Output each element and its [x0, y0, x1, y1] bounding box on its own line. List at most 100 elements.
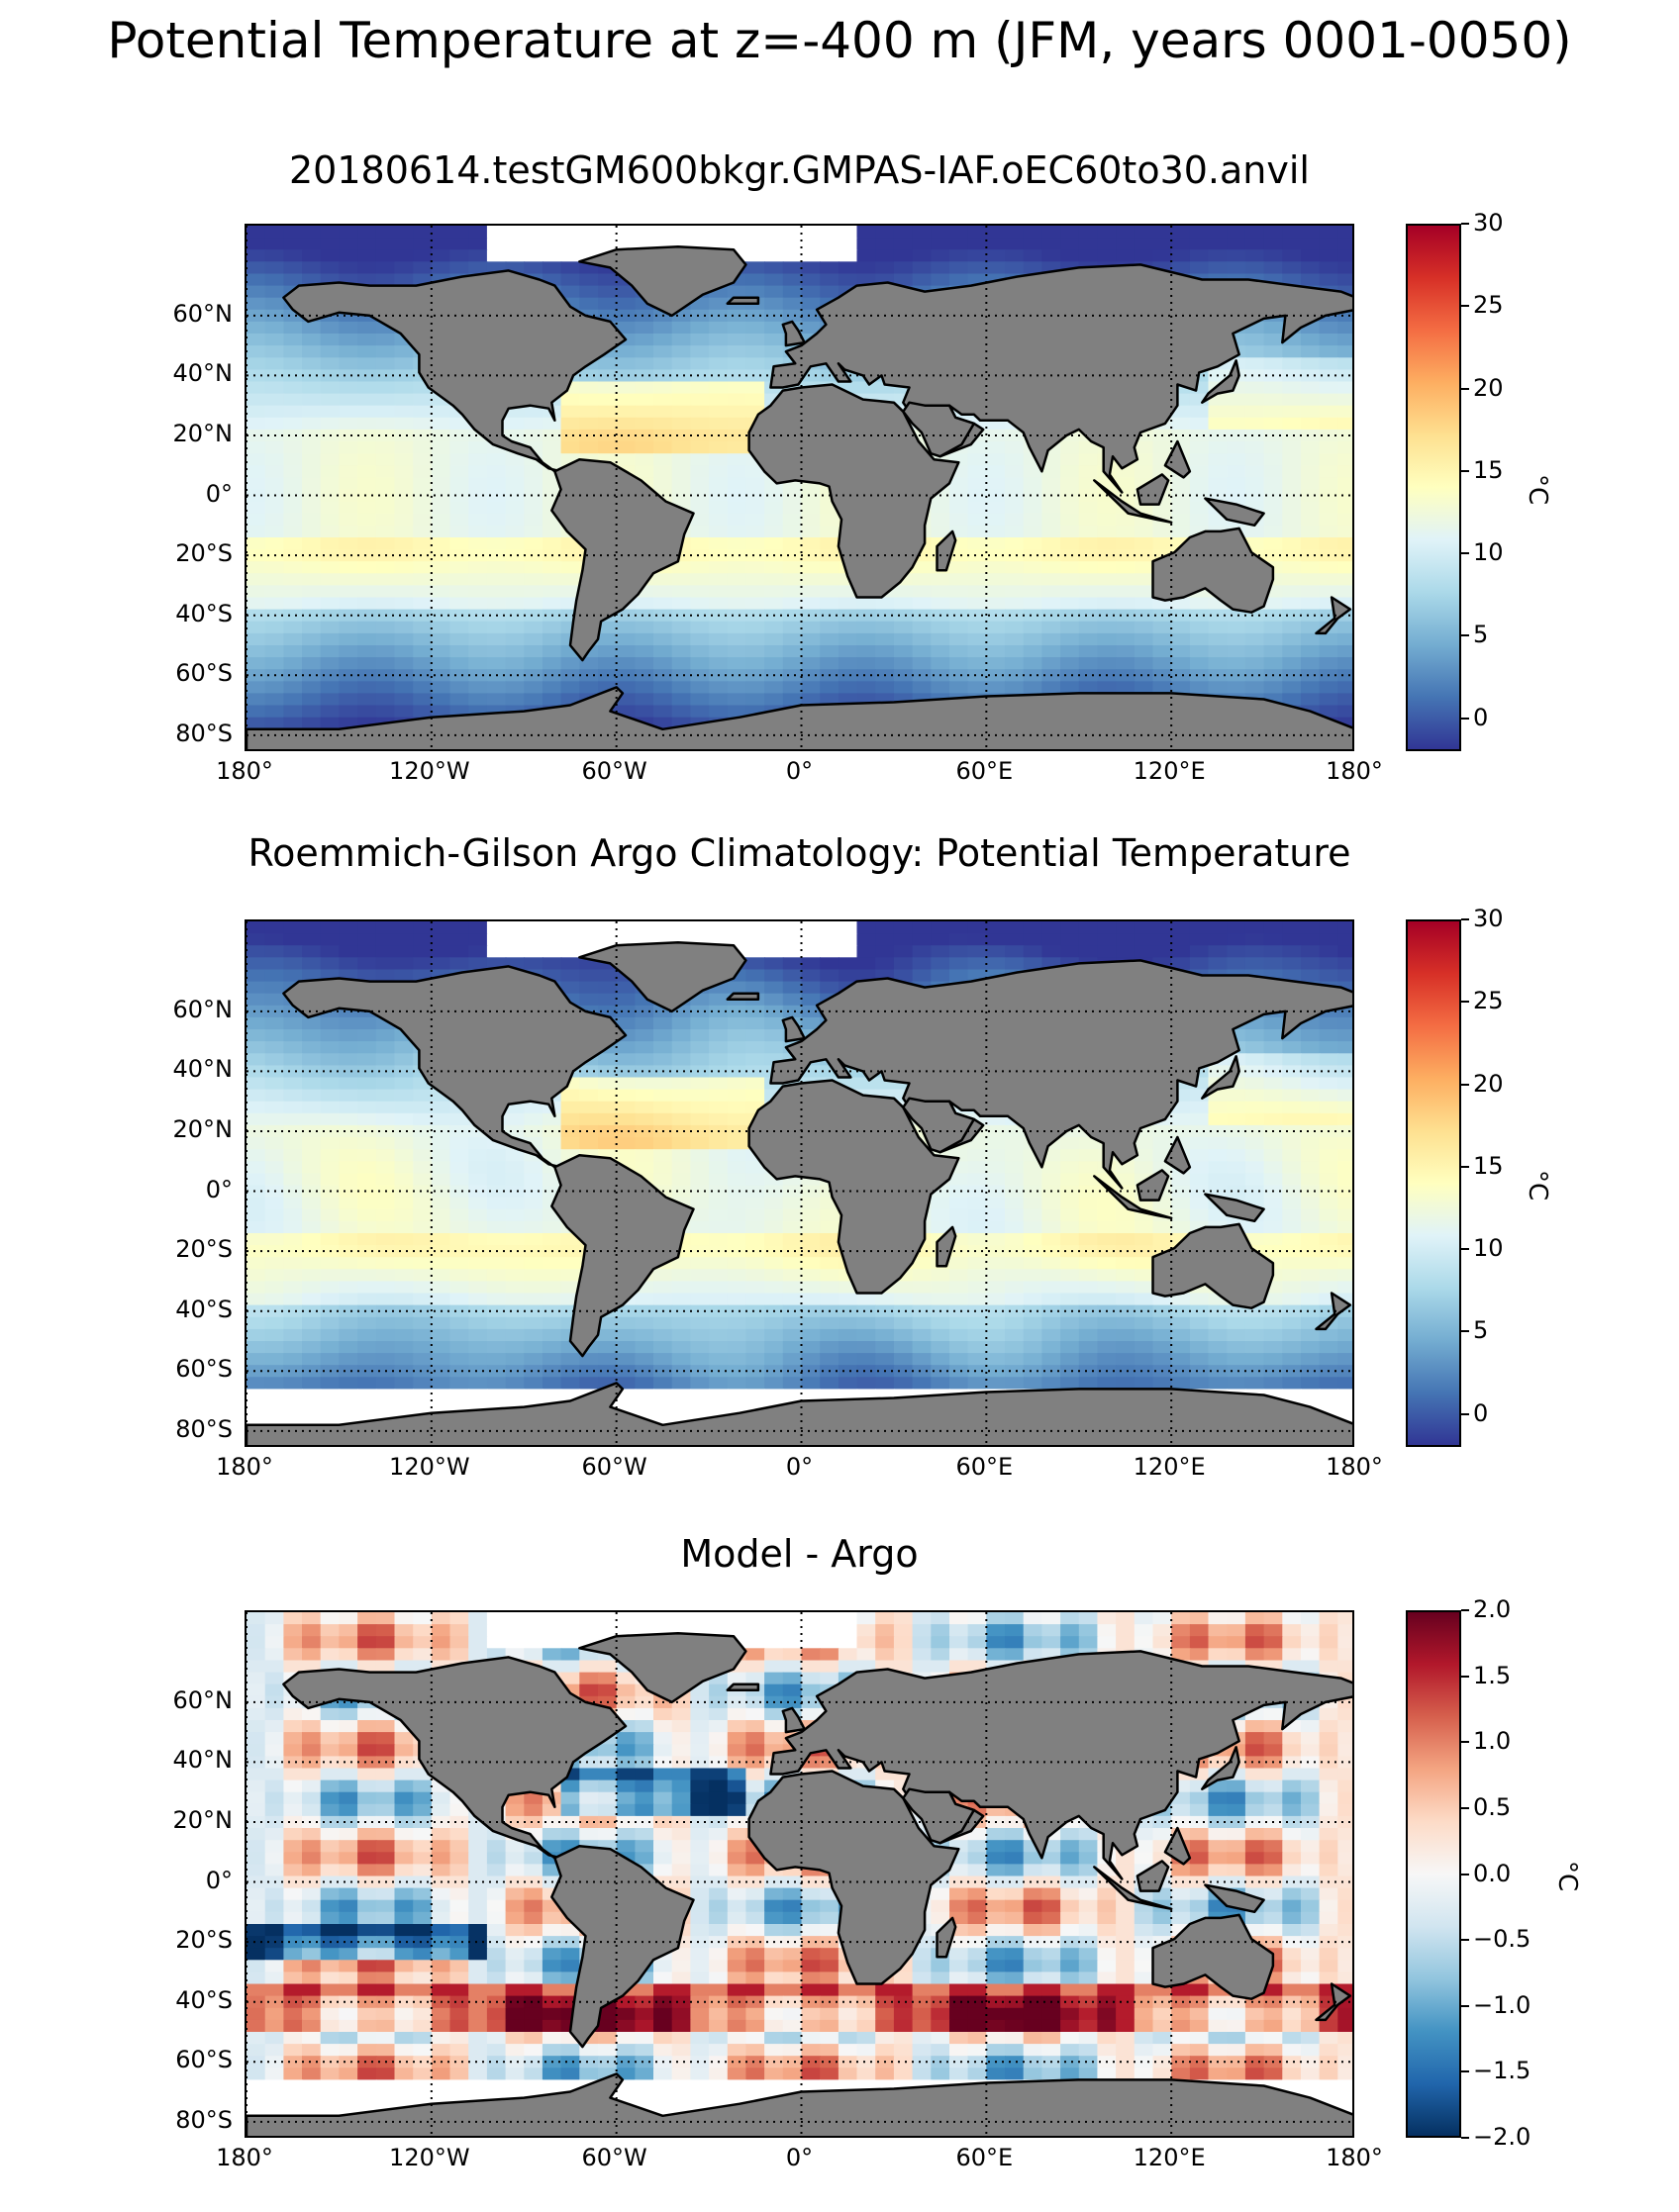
field-cell [671, 1112, 692, 1126]
field-cell [302, 681, 322, 695]
field-cell [598, 273, 618, 287]
field-cell [635, 345, 654, 358]
field-cell [893, 632, 914, 646]
field-cell [949, 1245, 969, 1258]
field-cell [1041, 1220, 1061, 1234]
field-cell [560, 417, 581, 431]
field-cell [339, 441, 358, 454]
field-cell [745, 1220, 765, 1234]
field-cell [1060, 1353, 1080, 1366]
field-cell [283, 1293, 303, 1306]
field-cell [616, 1065, 637, 1079]
field-cell [967, 1149, 988, 1163]
field-cell [1060, 1304, 1080, 1318]
field-cell [1282, 1101, 1302, 1114]
field-cell [1337, 645, 1352, 658]
field-cell [1116, 1269, 1136, 1283]
field-cell [339, 921, 358, 934]
field-cell [1023, 921, 1043, 934]
field-cell [671, 1281, 692, 1295]
field-cell [949, 1257, 969, 1271]
field-cell [764, 657, 784, 670]
field-cell [1319, 657, 1339, 670]
field-cell [1171, 1316, 1191, 1330]
field-cell [1282, 1161, 1302, 1175]
field-cell [247, 717, 266, 730]
field-cell [524, 1220, 543, 1234]
field-cell [247, 405, 266, 419]
field-cell [912, 1304, 933, 1318]
field-cell [653, 334, 673, 346]
field-cell [1282, 1173, 1302, 1187]
field-cell [1189, 1173, 1210, 1187]
field-cell [709, 297, 729, 311]
field-cell [820, 1316, 840, 1330]
field-cell [1134, 573, 1154, 587]
field-cell [283, 226, 303, 239]
field-cell [1171, 921, 1191, 934]
field-cell [505, 573, 526, 587]
colorbar-unit-label: °C [1523, 473, 1552, 505]
field-cell [690, 1353, 710, 1366]
field-cell [875, 921, 895, 934]
field-cell [505, 429, 526, 442]
field-cell [339, 933, 358, 946]
field-cell [1301, 477, 1321, 491]
field-cell [264, 693, 285, 707]
field-cell [1244, 261, 1265, 275]
field-cell [1319, 693, 1339, 707]
field-cell [283, 945, 303, 959]
field-cell [320, 513, 341, 527]
field-cell [1337, 1053, 1352, 1067]
field-cell [302, 1220, 322, 1234]
field-cell [727, 405, 747, 419]
field-cell [320, 1053, 341, 1067]
field-cell [413, 453, 433, 467]
field-cell [1282, 477, 1302, 491]
field-cell [690, 1208, 710, 1222]
field-cell [413, 933, 433, 946]
field-cell [449, 1185, 469, 1199]
colorbar-tick-label: 20 [1473, 373, 1504, 402]
field-cell [1263, 1112, 1284, 1126]
field-cell [1337, 1029, 1352, 1042]
field-cell [690, 549, 710, 562]
field-cell [1116, 1304, 1136, 1318]
field-cell [375, 334, 396, 346]
field-cell [283, 417, 303, 431]
field-cell [1319, 334, 1339, 346]
field-cell [1244, 489, 1265, 503]
field-cell [616, 921, 637, 934]
field-cell [764, 1257, 784, 1271]
field-cell [1152, 1233, 1172, 1246]
field-cell [1005, 1257, 1025, 1271]
field-cell [247, 597, 266, 611]
field-cell [727, 549, 747, 562]
field-cell [709, 513, 729, 527]
field-cell [1282, 1281, 1302, 1295]
field-cell [598, 285, 618, 299]
field-cell [1078, 945, 1099, 959]
field-cell [264, 321, 285, 335]
field-cell [856, 681, 876, 695]
field-cell [264, 345, 285, 358]
field-cell [1078, 1269, 1099, 1283]
field-cell [635, 1016, 654, 1030]
field-cell [967, 1341, 988, 1354]
field-cell [764, 537, 784, 550]
field-cell [1078, 657, 1099, 670]
field-cell [375, 1220, 396, 1234]
field-cell [671, 1137, 692, 1150]
field-cell [1060, 489, 1080, 503]
field-cell [635, 621, 654, 634]
field-cell [302, 1293, 322, 1306]
field-cell [1263, 921, 1284, 934]
field-cell [339, 537, 358, 550]
field-cell [709, 1328, 729, 1342]
field-cell [486, 525, 507, 538]
field-cell [542, 249, 562, 263]
field-cell [745, 1269, 765, 1283]
field-cell [690, 585, 710, 599]
field-cell [505, 501, 526, 515]
field-cell [1060, 525, 1080, 538]
